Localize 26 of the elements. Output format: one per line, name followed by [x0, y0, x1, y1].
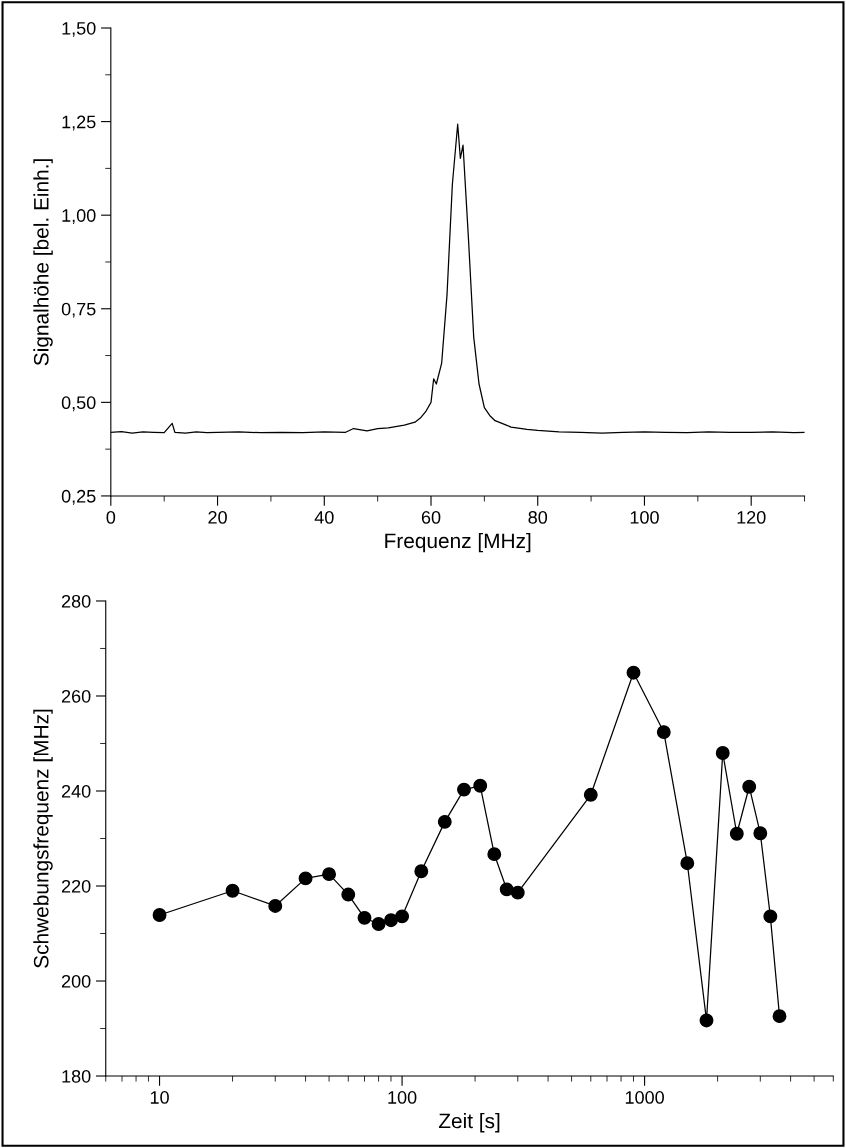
y-axis-title: Schwebungsfrequenz [MHz] — [33, 709, 53, 968]
y-axis-title: Signalhöhe [bel. Einh.] — [33, 159, 53, 366]
x-tick-label: 1000 — [625, 1091, 664, 1104]
y-tick-label: 260 — [61, 689, 91, 703]
x-tick-label: 10 — [150, 1091, 169, 1104]
x-tick-label: 20 — [208, 511, 227, 524]
y-tick-label: 240 — [61, 784, 91, 798]
x-axis-title: Frequenz [MHz] — [385, 532, 531, 553]
x-tick-label: 80 — [528, 511, 548, 524]
y-tick-label: 200 — [61, 974, 91, 988]
y-tick-label: 220 — [61, 879, 91, 893]
y-tick-label: 280 — [61, 594, 91, 608]
y-tick-label: 1,50 — [62, 21, 96, 37]
x-tick-label: 100 — [388, 1091, 417, 1104]
x-tick-label: 60 — [421, 511, 441, 524]
x-tick-label: 0 — [106, 511, 116, 524]
x-tick-label: 40 — [314, 511, 334, 524]
y-tick-label: 0,50 — [61, 396, 96, 412]
x-tick-label: 100 — [630, 511, 659, 524]
y-tick-label: 1,25 — [62, 115, 96, 131]
y-tick-label: 0,75 — [61, 302, 96, 318]
x-axis-title: Zeit [s] — [438, 1112, 500, 1133]
x-tick-label: 120 — [737, 511, 766, 524]
y-tick-label: 1,00 — [62, 209, 96, 225]
y-tick-label: 0,25 — [61, 489, 96, 505]
y-tick-label: 180 — [62, 1069, 91, 1083]
